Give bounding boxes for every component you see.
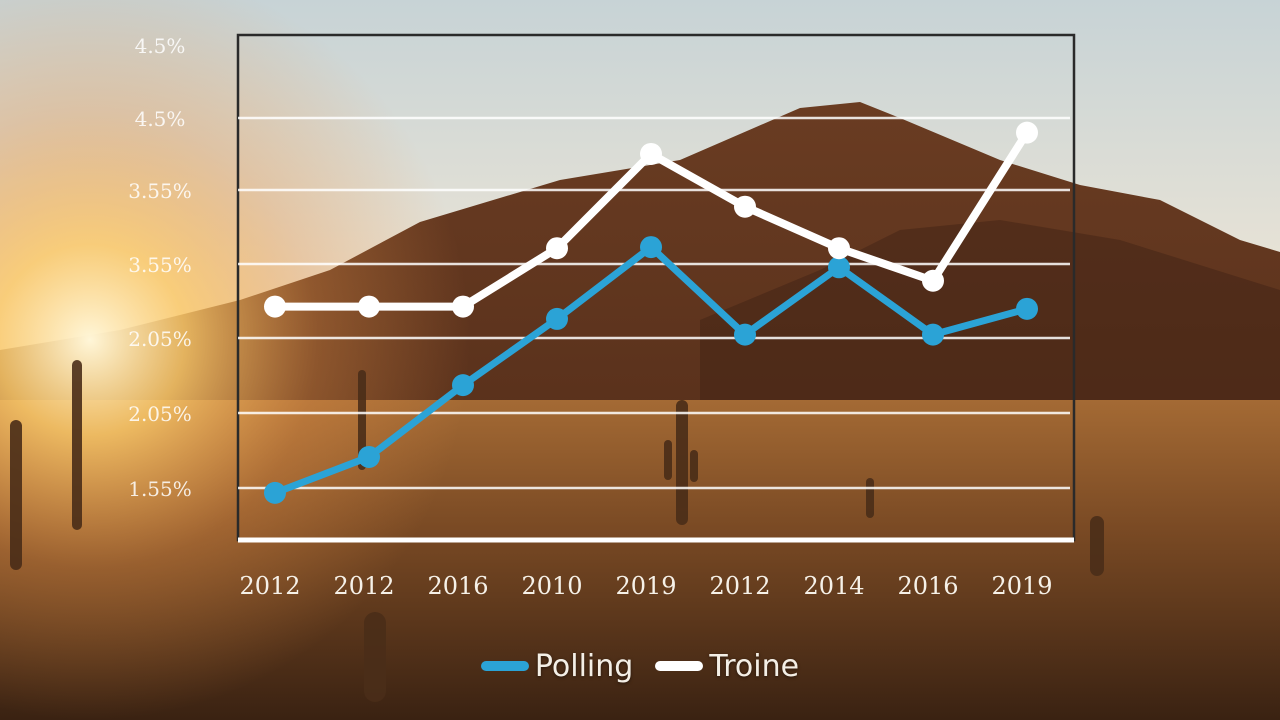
data-point-troine: [922, 270, 944, 292]
data-point-polling: [546, 308, 568, 330]
legend-swatch-polling: [481, 661, 529, 671]
y-tick-label: 4.5%: [135, 34, 186, 58]
x-tick-label: 2010: [521, 572, 582, 600]
legend-swatch-troine: [655, 661, 703, 671]
data-point-polling: [734, 324, 756, 346]
data-point-troine: [734, 196, 756, 218]
legend-item-troine: Troine: [655, 649, 799, 684]
x-tick-label: 2012: [709, 572, 770, 600]
y-tick-label: 2.05%: [128, 402, 192, 426]
data-point-troine: [546, 237, 568, 259]
legend-label-polling: Polling: [535, 649, 633, 684]
data-point-troine: [452, 296, 474, 318]
data-point-troine: [640, 143, 662, 165]
x-tick-label: 2016: [897, 572, 958, 600]
x-tick-label: 2016: [427, 572, 488, 600]
data-point-polling: [452, 374, 474, 396]
x-tick-label: 2019: [615, 572, 676, 600]
x-tick-labels: 2012 2012 2016 2010 2019 2012 2014 2016 2019: [239, 572, 1052, 600]
data-point-polling: [264, 482, 286, 504]
legend: Polling Troine: [0, 640, 1280, 692]
data-point-troine: [1016, 122, 1038, 144]
x-tick-label: 2012: [239, 572, 300, 600]
data-point-polling: [828, 256, 850, 278]
x-tick-label: 2014: [803, 572, 864, 600]
data-point-polling: [1016, 298, 1038, 320]
x-tick-label: 2012: [333, 572, 394, 600]
y-tick-label: 3.55%: [128, 179, 192, 203]
y-tick-label: 3.55%: [128, 253, 192, 277]
data-point-troine: [264, 296, 286, 318]
data-point-troine: [828, 237, 850, 259]
legend-item-polling: Polling: [481, 649, 633, 684]
x-tick-label: 2019: [991, 572, 1052, 600]
y-tick-label: 4.5%: [135, 107, 186, 131]
data-point-troine: [358, 296, 380, 318]
data-point-polling: [640, 236, 662, 258]
y-tick-label: 1.55%: [128, 477, 192, 501]
data-point-polling: [358, 446, 380, 468]
legend-label-troine: Troine: [709, 649, 799, 684]
y-tick-label: 2.05%: [128, 327, 192, 351]
data-point-polling: [922, 324, 944, 346]
